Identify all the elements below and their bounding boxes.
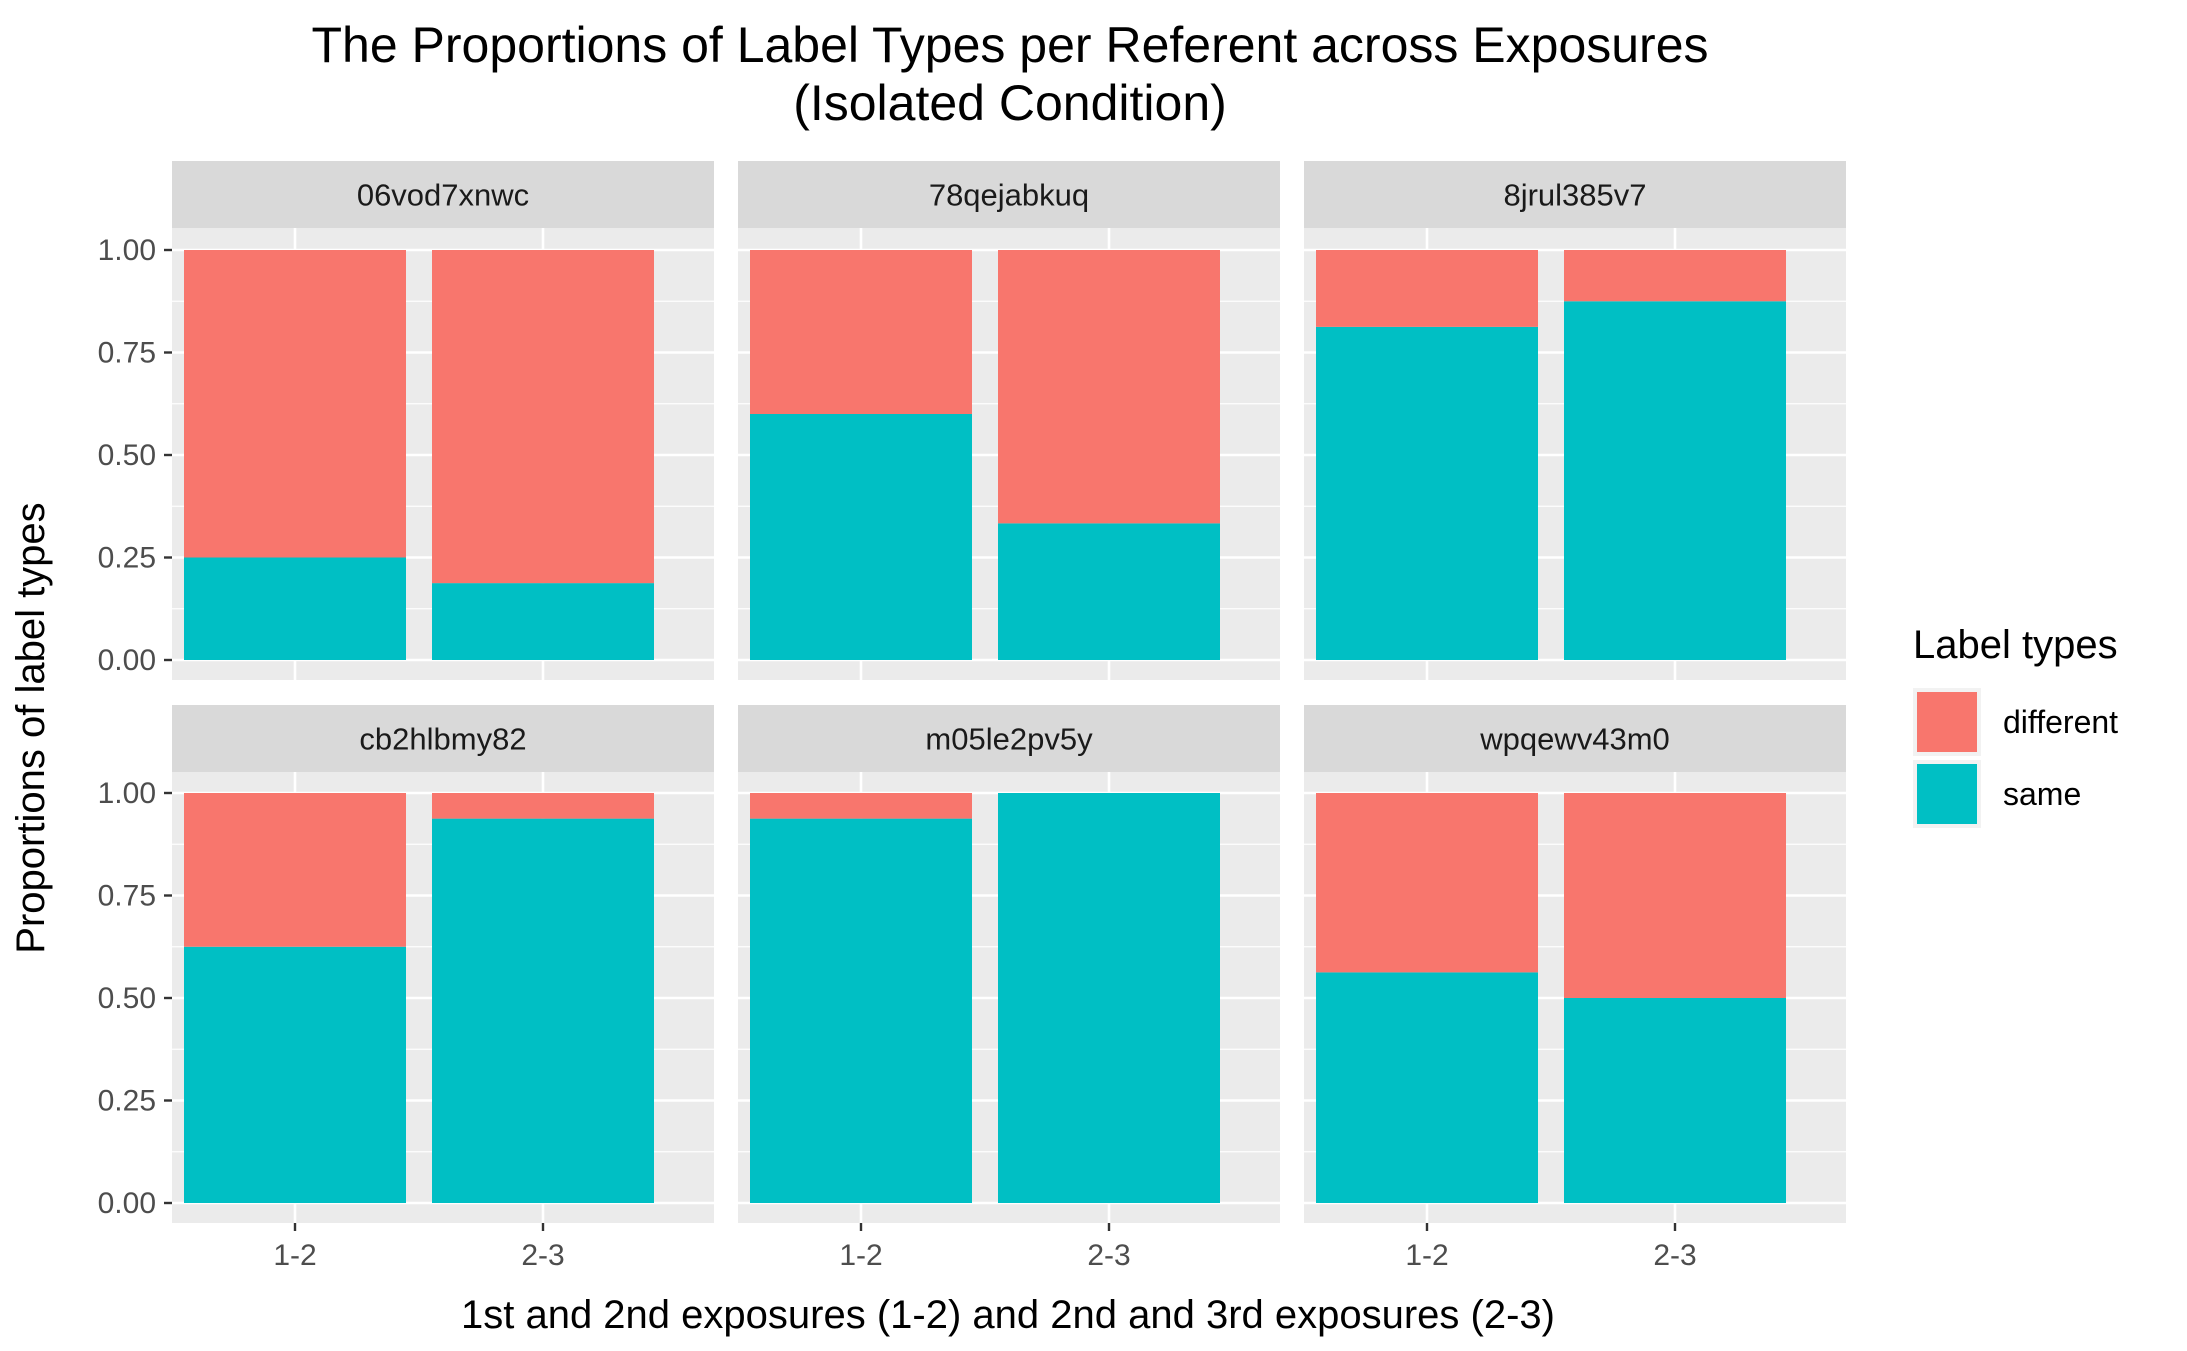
bar-different-78qejabkuq-1-2 (750, 250, 972, 414)
facet-strip (1304, 705, 1846, 772)
chart-title-line-2: (Isolated Condition) (793, 75, 1227, 131)
y-tick-label: 0.00 (98, 644, 156, 677)
x-tick-label: 2-3 (521, 1239, 564, 1272)
bar-same-m05le2pv5y-1-2 (750, 818, 972, 1203)
legend-swatch-different (1917, 692, 1977, 752)
bar-same-78qejabkuq-2-3 (998, 523, 1220, 660)
facet-strip-label: 06vod7xnwc (357, 178, 529, 213)
y-axis-title: Proportions of label types (9, 502, 53, 953)
x-tick-label: 2-3 (1087, 1239, 1130, 1272)
x-axis-title: 1st and 2nd exposures (1-2) and 2nd and … (461, 1293, 1555, 1337)
facet-panel-m05le2pv5y: m05le2pv5y 1-2 2-3 (738, 705, 1280, 1272)
bar-different-8jrul385v7-2-3 (1564, 250, 1786, 302)
legend-entries: different same (1913, 688, 2118, 828)
chart-title: The Proportions of Label Types per Refer… (311, 17, 1708, 131)
facet-strip-label: 8jrul385v7 (1503, 178, 1646, 213)
facet-panel-cb2hlbmy82: cb2hlbmy82 0.00 0.25 0.50 0.75 1.00 1-2 2-3 (98, 705, 714, 1272)
legend-swatch-same (1917, 764, 1977, 824)
facet-strip-label: 78qejabkuq (929, 178, 1089, 213)
x-tick-label: 1-2 (273, 1239, 316, 1272)
axes-labels: 1st and 2nd exposures (1-2) and 2nd and … (9, 502, 1555, 1337)
bar-different-wpqewv43m0-1-2 (1316, 793, 1538, 973)
bar-different-06vod7xnwc-1-2 (184, 250, 406, 558)
bar-same-wpqewv43m0-1-2 (1316, 972, 1538, 1203)
y-tick-label: 0.25 (98, 542, 156, 575)
facet-panels: 06vod7xnwc 0.00 0.25 0.50 0.75 1.00 78qejabkuq… (98, 161, 1846, 1272)
facet-panel-78qejabkuq: 78qejabkuq (738, 161, 1280, 680)
facet-strip-label: m05le2pv5y (925, 722, 1093, 757)
y-tick-label: 0.25 (98, 1085, 156, 1118)
chart-title-line-1: The Proportions of Label Types per Refer… (311, 17, 1708, 73)
bar-same-wpqewv43m0-2-3 (1564, 998, 1786, 1203)
x-tick-label: 1-2 (839, 1239, 882, 1272)
bar-same-cb2hlbmy82-1-2 (184, 946, 406, 1203)
x-tick-label: 2-3 (1653, 1239, 1696, 1272)
facet-strip-label: wpqewv43m0 (1479, 722, 1670, 757)
bar-same-06vod7xnwc-2-3 (432, 583, 654, 660)
y-tick-label: 0.75 (98, 880, 156, 913)
legend-entry-different: different (1913, 688, 2118, 756)
legend-entry-same: same (1913, 760, 2081, 828)
bar-same-06vod7xnwc-1-2 (184, 557, 406, 660)
bar-different-78qejabkuq-2-3 (998, 250, 1220, 524)
y-tick-label: 1.00 (98, 234, 156, 267)
x-tick-label: 1-2 (1405, 1239, 1448, 1272)
bar-same-8jrul385v7-1-2 (1316, 326, 1538, 660)
facet-strip (172, 705, 714, 772)
facet-strip (172, 161, 714, 228)
bar-same-78qejabkuq-1-2 (750, 414, 972, 660)
bar-same-cb2hlbmy82-2-3 (432, 818, 654, 1203)
bar-different-06vod7xnwc-2-3 (432, 250, 654, 584)
bar-different-m05le2pv5y-1-2 (750, 793, 972, 819)
facet-strip-label: cb2hlbmy82 (359, 722, 526, 757)
bar-different-cb2hlbmy82-1-2 (184, 793, 406, 947)
facet-panel-wpqewv43m0: wpqewv43m0 1-2 2-3 (1304, 705, 1846, 1272)
facet-strip (738, 161, 1280, 228)
facet-strip (1304, 161, 1846, 228)
facet-strip (738, 705, 1280, 772)
bar-different-wpqewv43m0-2-3 (1564, 793, 1786, 998)
bar-same-m05le2pv5y-2-3 (998, 793, 1220, 1203)
bar-different-8jrul385v7-1-2 (1316, 250, 1538, 327)
facet-panel-8jrul385v7: 8jrul385v7 (1304, 161, 1846, 680)
legend-label-same: same (2003, 776, 2081, 812)
y-tick-label: 0.75 (98, 337, 156, 370)
y-tick-label: 1.00 (98, 777, 156, 810)
legend-title: Label types (1913, 623, 2118, 667)
bar-same-8jrul385v7-2-3 (1564, 301, 1786, 660)
bar-different-cb2hlbmy82-2-3 (432, 793, 654, 819)
facet-panel-06vod7xnwc: 06vod7xnwc 0.00 0.25 0.50 0.75 1.00 (98, 161, 714, 680)
legend: Label types different same (1913, 623, 2118, 828)
y-tick-label: 0.00 (98, 1187, 156, 1220)
y-tick-label: 0.50 (98, 439, 156, 472)
y-tick-label: 0.50 (98, 982, 156, 1015)
legend-label-different: different (2003, 704, 2118, 740)
